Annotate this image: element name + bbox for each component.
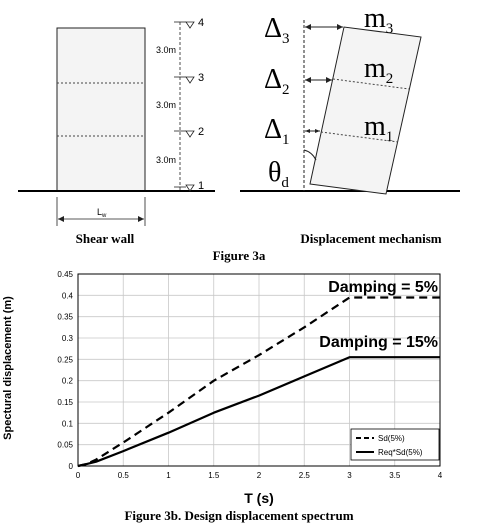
y-tick-label: 0.25 [57,355,73,364]
design-displacement-chart: 0 0.05 0.1 0.15 0.2 0.25 0.3 0.35 0.4 0.45 0 0.5 1 1… [2,270,443,506]
mass-1-label: m1 [364,111,393,145]
arrow-right-icon [326,77,332,83]
y-tick-label: 0.2 [62,377,74,386]
y-tick-label: 0.35 [57,313,73,322]
y-tick-label: 0.4 [62,291,74,300]
shear-wall-diagram: 4 3 2 1 3.0m 3.0m 3.0m Lw Shear wall [18,17,215,246]
level-label-2: 2 [198,126,204,138]
x-tick-label: 1 [166,471,171,480]
x-tick-label: 4 [438,471,443,480]
legend-label-sd5: Sd(5%) [378,434,405,443]
y-tick-labels: 0 0.05 0.1 0.15 0.2 0.25 0.3 0.35 0.4 0.45 [57,270,73,471]
x-tick-label: 2 [257,471,262,480]
delta-3-label: Δ3 [264,13,290,47]
x-axis-label: T (s) [244,490,274,506]
x-tick-label: 3.5 [389,471,401,480]
x-tick-label: 0.5 [118,471,130,480]
legend-box [350,428,440,461]
level-marker-icon [185,130,195,138]
damping-15-annotation: Damping = 15% [319,334,438,351]
arrow-left-icon [305,77,311,83]
x-tick-label: 1.5 [208,471,220,480]
chart-series [77,296,440,468]
y-tick-label: 0.45 [57,270,73,279]
series-line-req-sd5 [77,356,440,468]
storey-height-label-1: 3.0m [156,155,176,165]
arrow-right-icon [138,216,144,222]
x-tick-label: 2.5 [299,471,311,480]
storey-height-label-2: 3.0m [156,100,176,110]
displacement-mechanism-diagram: Δ3 Δ2 Δ1 θd m3 m2 m1 Displacement mechan… [240,3,460,246]
level-label-1: 1 [198,180,204,192]
level-marker-icon [185,184,195,192]
arrow-left-icon [305,129,310,133]
arrow-left-icon [305,24,311,30]
legend-label-req-sd5: Req*Sd(5%) [378,448,423,457]
rotated-wall [309,26,422,195]
figure-3a-caption: Figure 3a [213,248,266,263]
theta-label: θd [268,157,289,191]
y-tick-label: 0.1 [62,419,74,428]
delta-1-label: Δ1 [264,114,290,148]
damping-5-annotation: Damping = 5% [328,279,438,296]
x-tick-label: 0 [76,471,81,480]
y-tick-label: 0.3 [62,334,74,343]
arrow-right-icon [315,129,320,133]
delta-2-label: Δ2 [264,64,290,98]
y-tick-label: 0.15 [57,398,73,407]
wall-width-label: Lw [97,207,107,219]
theta-arc [303,149,317,161]
level-marker-icon [185,21,195,29]
arrow-right-icon [337,24,343,30]
y-tick-label: 0 [69,462,74,471]
storey-height-label-3: 3.0m [156,45,176,55]
x-tick-labels: 0 0.5 1 1.5 2 2.5 3 3.5 4 [76,471,443,480]
rotated-floor-line-2 [320,131,399,143]
x-tick-label: 3 [347,471,352,480]
rotated-floor-line-3 [332,78,410,90]
arrow-left-icon [58,216,64,222]
chart-legend: Sd(5%) Req*Sd(5%) [350,428,440,461]
y-tick-label: 0.05 [57,441,73,450]
figure-3b-caption: Figure 3b. Design displacement spectrum [124,508,353,523]
shear-wall-caption: Shear wall [76,231,135,246]
mass-2-label: m2 [364,53,393,87]
level-label-4: 4 [198,17,204,29]
level-marker-icon [185,76,195,84]
mechanism-caption: Displacement mechanism [300,231,441,246]
level-label-3: 3 [198,72,204,84]
plot-frame [77,273,441,467]
shear-wall [56,27,146,192]
y-axis-label: Spectural displacement (m) [2,296,14,440]
mass-3-label: m3 [364,3,393,37]
